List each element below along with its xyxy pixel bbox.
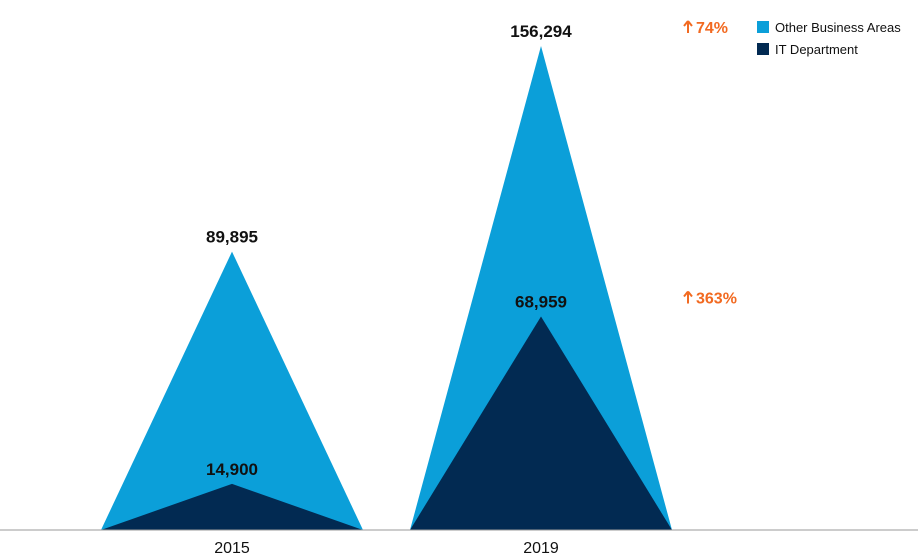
up-arrow-icon: [683, 20, 693, 33]
legend-item-other-business-areas: Other Business Areas: [757, 20, 901, 35]
labels-layer: 89,895 14,900 2015 156,294 68,959 2019: [206, 22, 572, 557]
peak-it-department-2019: [410, 316, 672, 530]
growth-layer: 74% 363%: [683, 20, 737, 307]
legend-label-other-business-areas: Other Business Areas: [775, 20, 901, 35]
peak-other-business-areas-2019: [410, 46, 672, 530]
x-tick-label-2019: 2019: [523, 540, 559, 557]
growth-label-it-department: 363%: [696, 290, 737, 307]
legend-item-it-department: IT Department: [757, 42, 858, 57]
value-label-it-department-2019: 68,959: [515, 292, 567, 311]
growth-annotation-it-department: 363%: [683, 290, 737, 307]
value-label-other-business-areas-2015: 89,895: [206, 228, 258, 247]
x-tick-label-2015: 2015: [214, 540, 250, 557]
peaks-layer: [101, 46, 672, 531]
peak-it-department-2015: [101, 483, 363, 530]
legend: Other Business Areas IT Department: [757, 20, 901, 57]
peak-other-business-areas-2015: [101, 251, 363, 531]
growth-label-other-business-areas: 74%: [696, 20, 728, 37]
legend-swatch-it-department: [757, 43, 769, 55]
legend-swatch-other-business-areas: [757, 21, 769, 33]
value-label-it-department-2015: 14,900: [206, 460, 258, 479]
value-label-other-business-areas-2019: 156,294: [510, 22, 572, 41]
growth-annotation-other-business-areas: 74%: [683, 20, 728, 37]
legend-label-it-department: IT Department: [775, 42, 858, 57]
up-arrow-icon: [683, 290, 693, 304]
